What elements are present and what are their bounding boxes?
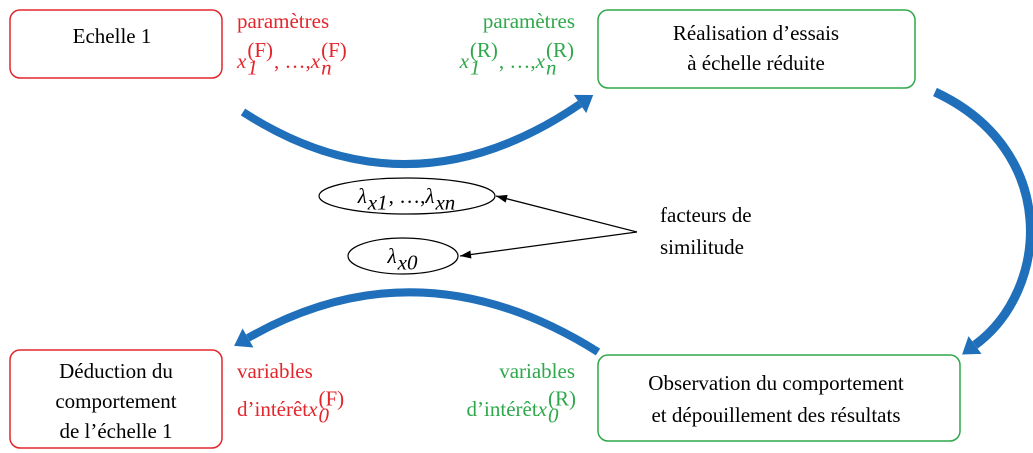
formula-text: d’intérêt xyxy=(467,397,538,421)
formula-sup: (F) xyxy=(247,38,273,62)
node-text: à échelle réduite xyxy=(687,51,825,75)
arrow xyxy=(246,288,601,356)
formula: d’intérêt x 0(F) xyxy=(237,387,344,428)
formula: λ x0 xyxy=(387,244,418,274)
node-text: de l’échelle 1 xyxy=(59,419,172,443)
formula-base: x xyxy=(535,49,546,73)
pointer-line xyxy=(495,195,638,233)
formula-base: λ xyxy=(424,184,434,208)
formula-sub: n xyxy=(546,56,557,80)
annotation-label: paramètres xyxy=(483,9,575,33)
formula-base: x xyxy=(236,49,247,73)
pointer-head xyxy=(496,194,508,203)
formula-sub: x1 xyxy=(367,190,388,214)
formula-text: , …, xyxy=(389,184,426,208)
arrow-head xyxy=(234,328,254,348)
formula-sup: (R) xyxy=(546,38,574,62)
formula-text: , …, xyxy=(274,49,311,73)
formula-sub: 0 xyxy=(548,403,559,427)
box-full-scale xyxy=(9,9,223,79)
formula-base: x xyxy=(307,397,318,421)
formula-base: λ xyxy=(387,244,397,268)
formula: x 1(F), …, x n(F) xyxy=(236,38,347,80)
node-text: Réalisation d’essais xyxy=(673,21,839,45)
formula-base: x xyxy=(459,49,470,73)
annotation-label: paramètres xyxy=(237,9,329,33)
formula-sub: 1 xyxy=(470,56,481,80)
box-observation xyxy=(597,354,961,442)
formula-sub: n xyxy=(321,56,332,80)
similitude-label: similitude xyxy=(660,235,744,259)
box-tests xyxy=(597,9,916,89)
formula-sup: (R) xyxy=(470,38,498,62)
node-text: comportement xyxy=(55,389,176,413)
formula-text: d’intérêt xyxy=(237,397,308,421)
formula-sub: xn xyxy=(434,190,455,214)
annotation-label: variables xyxy=(237,359,313,383)
node-text: Déduction du xyxy=(59,359,173,383)
arrow xyxy=(240,100,583,168)
pointer-head xyxy=(460,250,472,259)
formula-text: , …, xyxy=(499,49,536,73)
formula-sub: 0 xyxy=(318,403,329,427)
pointer-line xyxy=(459,231,638,257)
annotation-label: variables xyxy=(499,359,575,383)
similitude-label: facteurs de xyxy=(660,203,752,227)
ellipse-factor0 xyxy=(347,237,459,275)
node-text: et dépouillement des résultats xyxy=(651,403,900,427)
arrow-head xyxy=(962,336,982,355)
formula-base: x xyxy=(537,397,548,421)
formula-sup: (R) xyxy=(548,387,576,411)
formula-sub: 1 xyxy=(247,56,258,80)
node-text: Observation du comportement xyxy=(648,371,904,395)
formula: d’intérêt x 0(R) xyxy=(467,387,576,428)
formula: x 1(R), …, x n(R) xyxy=(459,38,574,80)
arrow xyxy=(933,87,1033,349)
formula-sup: (F) xyxy=(321,38,347,62)
arrow-head xyxy=(573,94,594,114)
formula-sub: x0 xyxy=(397,250,418,274)
formula-base: x xyxy=(310,49,321,73)
formula: λ x1, …, λ xn xyxy=(357,184,456,214)
formula-base: λ xyxy=(357,184,367,208)
ellipse-factors xyxy=(318,177,496,215)
formula-sup: (F) xyxy=(318,387,344,411)
box-deduction xyxy=(9,349,223,449)
node-text: Echelle 1 xyxy=(73,24,152,48)
